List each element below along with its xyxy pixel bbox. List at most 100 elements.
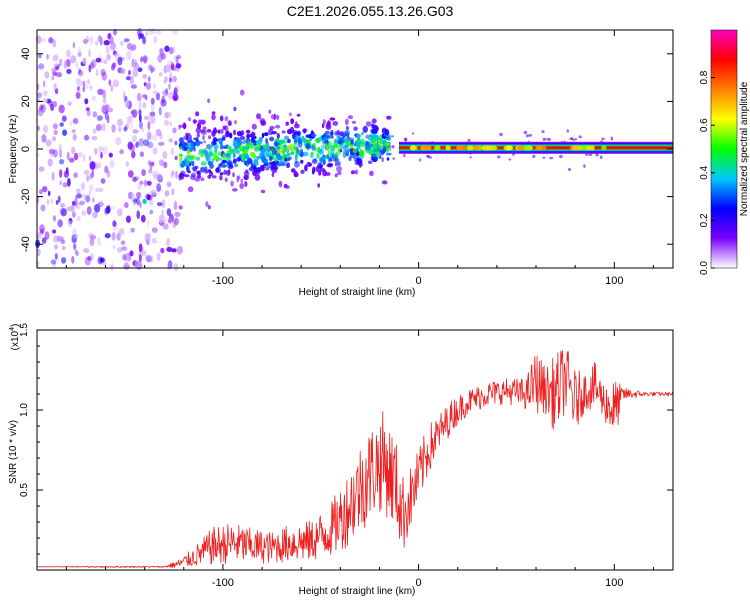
signal-blob [386,157,390,161]
noise-blob [57,63,60,70]
noise-blob [73,152,79,161]
halo-blob [499,132,503,137]
noise-blob [103,97,107,104]
signal-blob [236,146,242,152]
noise-blob [162,91,166,96]
noise-blob [100,68,106,77]
noise-blob [75,61,79,69]
signal-blob [200,177,205,181]
noise-blob [170,171,175,179]
signal-blob [195,111,200,117]
noise-blob [120,240,126,245]
signal-blob [246,133,250,139]
noise-blob [129,123,134,131]
noise-blob [77,151,83,158]
noise-blob [97,146,104,153]
signal-blob [234,120,237,125]
noise-blob [142,55,148,63]
signal-blob [311,168,315,175]
signal-blob [222,154,226,159]
signal-blob [213,155,220,161]
noise-blob [141,127,145,132]
halo-blob [601,137,605,141]
signal-blob [285,162,291,169]
noise-blob [130,193,136,201]
noise-blob [82,80,86,87]
signal-blob [183,156,188,161]
noise-blob [146,232,152,242]
noise-blob [108,32,112,38]
noise-blob [142,74,148,79]
signal-blob [269,136,275,142]
signal-blob [331,135,334,139]
noise-blob [148,76,151,82]
noise-blob [148,168,153,174]
noise-blob [68,157,75,163]
noise-blob [100,200,103,208]
signal-blob [178,155,182,160]
noise-blob [71,238,77,244]
signal-blob [250,131,256,139]
noise-blob [95,68,99,77]
noise-blob [107,204,111,213]
noise-blob [38,63,45,70]
signal-blob [219,172,224,176]
line-nodule [434,145,441,151]
signal-blob [251,151,255,158]
noise-blob [119,40,125,46]
signal-blob [288,145,294,151]
noise-blob [86,206,92,215]
signal-blob [300,159,304,164]
noise-blob [126,50,132,60]
noise-blob [175,56,179,65]
line-nodule [421,145,432,151]
noise-blob [109,159,115,168]
signal-blob [291,130,298,134]
signal-blob [309,152,314,159]
halo-blob [559,154,563,159]
noise-blob [82,153,86,163]
signal-blob [282,146,288,149]
noise-blob [79,200,85,206]
noise-blob [59,122,64,127]
noise-blob [72,228,77,236]
noise-blob [56,235,62,242]
signal-blob [213,143,219,150]
snr-y-axis-label: SNR (10 * v/v) [8,420,19,484]
signal-blob [188,142,194,149]
spectrogram-x-tick-label: 0 [416,275,422,287]
signal-blob [308,163,312,167]
noise-blob [43,124,49,134]
signal-blob [206,128,212,133]
signal-blob [224,116,229,122]
noise-blob [131,150,136,159]
noise-blob [138,32,142,40]
noise-blob [140,56,144,63]
noise-blob [84,134,90,141]
noise-blob [138,138,144,147]
signal-blob [253,159,259,167]
noise-blob [130,227,135,233]
signal-blob [349,143,354,148]
noise-blob [47,158,53,167]
signal-blob [354,140,360,147]
halo-blob [542,137,547,141]
noise-blob [77,69,84,77]
noise-blob [131,109,138,118]
signal-blob [180,163,185,168]
line-nodule [474,145,482,151]
noise-blob [164,190,170,197]
signal-blob [221,134,227,139]
noise-blob [159,48,164,57]
signal-blob [371,139,376,144]
line-nodule [517,145,525,151]
signal-blob [198,119,202,125]
signal-blob [198,149,204,153]
noise-blob [59,180,62,185]
noise-blob [52,229,57,234]
noise-blob [72,211,76,218]
signal-blob [342,144,348,151]
signal-blob [211,114,216,121]
noise-blob [151,227,158,233]
noise-blob [124,253,129,262]
